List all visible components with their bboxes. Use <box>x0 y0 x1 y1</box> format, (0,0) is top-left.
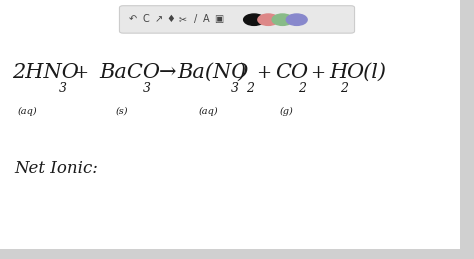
Text: (g): (g) <box>280 107 294 116</box>
Text: O(l): O(l) <box>346 63 386 82</box>
Circle shape <box>272 14 293 25</box>
Text: 3: 3 <box>143 82 151 95</box>
Text: (aq): (aq) <box>18 107 37 116</box>
Text: +: + <box>256 63 271 82</box>
Text: ): ) <box>237 63 245 82</box>
Text: +: + <box>310 63 326 82</box>
Text: Net Ionic:: Net Ionic: <box>14 160 98 177</box>
Text: ↶: ↶ <box>128 15 137 24</box>
FancyBboxPatch shape <box>0 0 460 249</box>
Text: ✂: ✂ <box>179 15 187 24</box>
Text: /: / <box>194 15 197 24</box>
Text: A: A <box>203 15 210 24</box>
Text: +: + <box>73 63 89 82</box>
Text: 3: 3 <box>231 82 239 95</box>
Text: 2HNO: 2HNO <box>12 63 79 82</box>
Text: C: C <box>143 15 149 24</box>
Circle shape <box>286 14 307 25</box>
Text: 2: 2 <box>298 82 306 95</box>
Text: 2: 2 <box>246 82 254 95</box>
Text: (aq): (aq) <box>199 107 219 116</box>
Text: 3: 3 <box>59 82 67 95</box>
Text: Ba(NO: Ba(NO <box>178 63 249 82</box>
Text: BaCO: BaCO <box>100 63 161 82</box>
FancyBboxPatch shape <box>119 6 355 33</box>
Text: ↗: ↗ <box>154 15 163 24</box>
Text: ▣: ▣ <box>214 15 224 24</box>
Circle shape <box>258 14 279 25</box>
Text: (s): (s) <box>116 107 128 116</box>
Circle shape <box>244 14 264 25</box>
Text: →: → <box>159 63 176 82</box>
Text: H: H <box>329 63 348 82</box>
Text: ♦: ♦ <box>166 15 175 24</box>
Text: CO: CO <box>275 63 308 82</box>
Text: 2: 2 <box>340 82 348 95</box>
